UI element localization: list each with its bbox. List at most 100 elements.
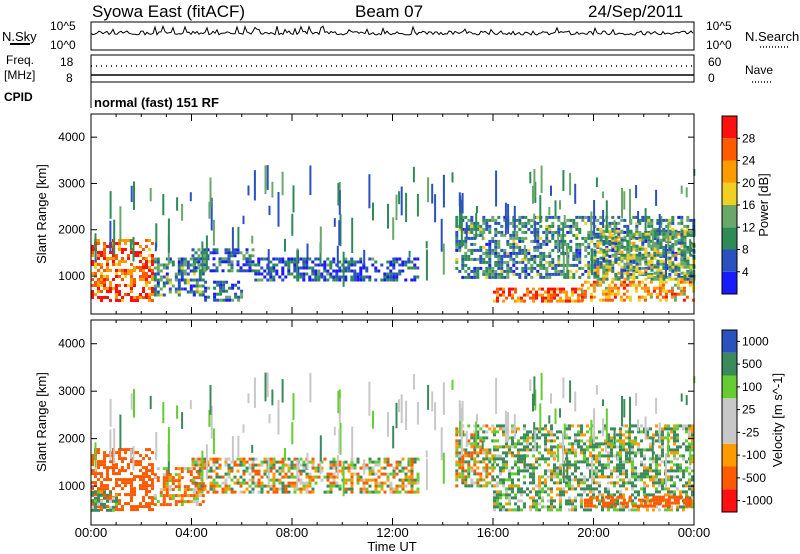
power-pixel: [248, 266, 252, 270]
velocity-pixel: [133, 487, 136, 491]
power-pixel: [115, 293, 118, 296]
velocity-pixel: [577, 424, 580, 428]
velocity-pixel: [598, 451, 601, 455]
velocity-pixel: [192, 476, 196, 480]
velocity-pixel: [502, 451, 505, 455]
power-pixel: [683, 274, 687, 278]
velocity-pixel: [209, 457, 213, 461]
velocity-pixel: [470, 454, 474, 458]
power-pixel: [572, 221, 576, 225]
velocity-pixel: [517, 448, 520, 452]
velocity-pixel: [350, 466, 354, 470]
velocity-pixel: [389, 487, 393, 491]
power-pixel: [602, 268, 606, 272]
power-pixel: [177, 284, 181, 288]
velocity-pixel: [592, 478, 595, 482]
velocity-echo: [595, 385, 598, 395]
power-pixel: [638, 251, 642, 255]
velocity-pixel: [574, 439, 577, 443]
velocity-pixel: [631, 424, 634, 428]
power-pixel: [332, 275, 336, 279]
velocity-pixel: [332, 481, 336, 485]
velocity-pixel: [634, 504, 638, 508]
power-pixel: [551, 272, 555, 276]
power-pixel: [272, 266, 276, 270]
velocity-pixel: [529, 436, 532, 440]
power-pixel: [476, 221, 480, 225]
power-pixel: [109, 284, 112, 287]
power-pixel: [485, 218, 489, 222]
power-pixel: [506, 254, 510, 258]
power-pixel: [572, 251, 576, 255]
velocity-pixel: [344, 478, 348, 482]
power-pixel: [659, 271, 663, 275]
velocity-pixel: [535, 460, 538, 464]
velocity-pixel: [455, 475, 459, 479]
power-pixel: [617, 227, 621, 231]
velocity-pixel: [236, 463, 240, 467]
power-pixel: [524, 272, 528, 276]
power-pixel: [151, 254, 154, 257]
power-pixel: [632, 277, 636, 281]
velocity-pixel: [124, 502, 127, 506]
velocity-echo: [427, 384, 430, 410]
velocity-pixel: [550, 448, 553, 452]
velocity-pixel: [180, 494, 184, 498]
velocity-pixel: [151, 484, 154, 488]
power-pixel: [207, 286, 211, 290]
power-pixel: [650, 277, 654, 281]
velocity-pixel: [130, 490, 133, 494]
velocity-pixel: [634, 469, 637, 473]
power-pixel: [539, 263, 543, 267]
velocity-pixel: [535, 493, 538, 497]
power-pixel: [106, 257, 109, 260]
velocity-pixel: [100, 463, 103, 467]
velocity-pixel: [679, 463, 682, 467]
velocity-pixel: [607, 504, 611, 508]
power-pixel: [613, 295, 617, 299]
power-pixel: [542, 242, 546, 246]
velocity-pixel: [622, 442, 625, 446]
velocity-pixel: [613, 454, 616, 458]
velocity-pixel: [637, 451, 640, 455]
velocity-pixel: [142, 475, 145, 479]
velocity-pixel: [586, 448, 589, 452]
velocity-pixel: [332, 484, 336, 488]
velocity-pixel: [682, 475, 685, 479]
velocity-pixel: [616, 495, 620, 499]
power-pixel: [638, 266, 642, 270]
power-pixel: [530, 239, 534, 243]
power-pixel: [689, 265, 693, 269]
velocity-pixel: [347, 478, 351, 482]
velocity-pixel: [242, 481, 246, 485]
velocity-pixel: [192, 488, 196, 492]
power-pixel: [221, 269, 225, 273]
power-pixel: [317, 272, 321, 276]
power-pixel: [377, 269, 381, 273]
velocity-pixel: [589, 498, 593, 502]
velocity-pixel: [589, 475, 592, 479]
velocity-pixel: [508, 469, 511, 473]
velocity-pixel: [595, 487, 598, 491]
power-pixel: [565, 293, 568, 297]
velocity-pixel: [604, 442, 607, 446]
velocity-pixel: [505, 502, 508, 506]
power-pixel: [488, 230, 492, 234]
power-pixel: [626, 274, 630, 278]
velocity-pixel: [151, 481, 154, 485]
velocity-echo: [665, 453, 667, 487]
power-pixel: [124, 242, 127, 245]
power-echo: [481, 232, 484, 241]
velocity-pixel: [272, 484, 276, 488]
velocity-pixel: [145, 502, 148, 506]
velocity-pixel: [329, 460, 333, 464]
power-pixel: [686, 271, 690, 275]
velocity-pixel: [467, 472, 471, 476]
velocity-pixel: [628, 433, 631, 437]
power-pixel: [647, 218, 651, 222]
velocity-pixel: [485, 472, 489, 476]
power-pixel: [240, 295, 244, 299]
velocity-pixel: [145, 487, 148, 491]
velocity-pixel: [550, 499, 553, 503]
power-pixel: [532, 299, 535, 303]
